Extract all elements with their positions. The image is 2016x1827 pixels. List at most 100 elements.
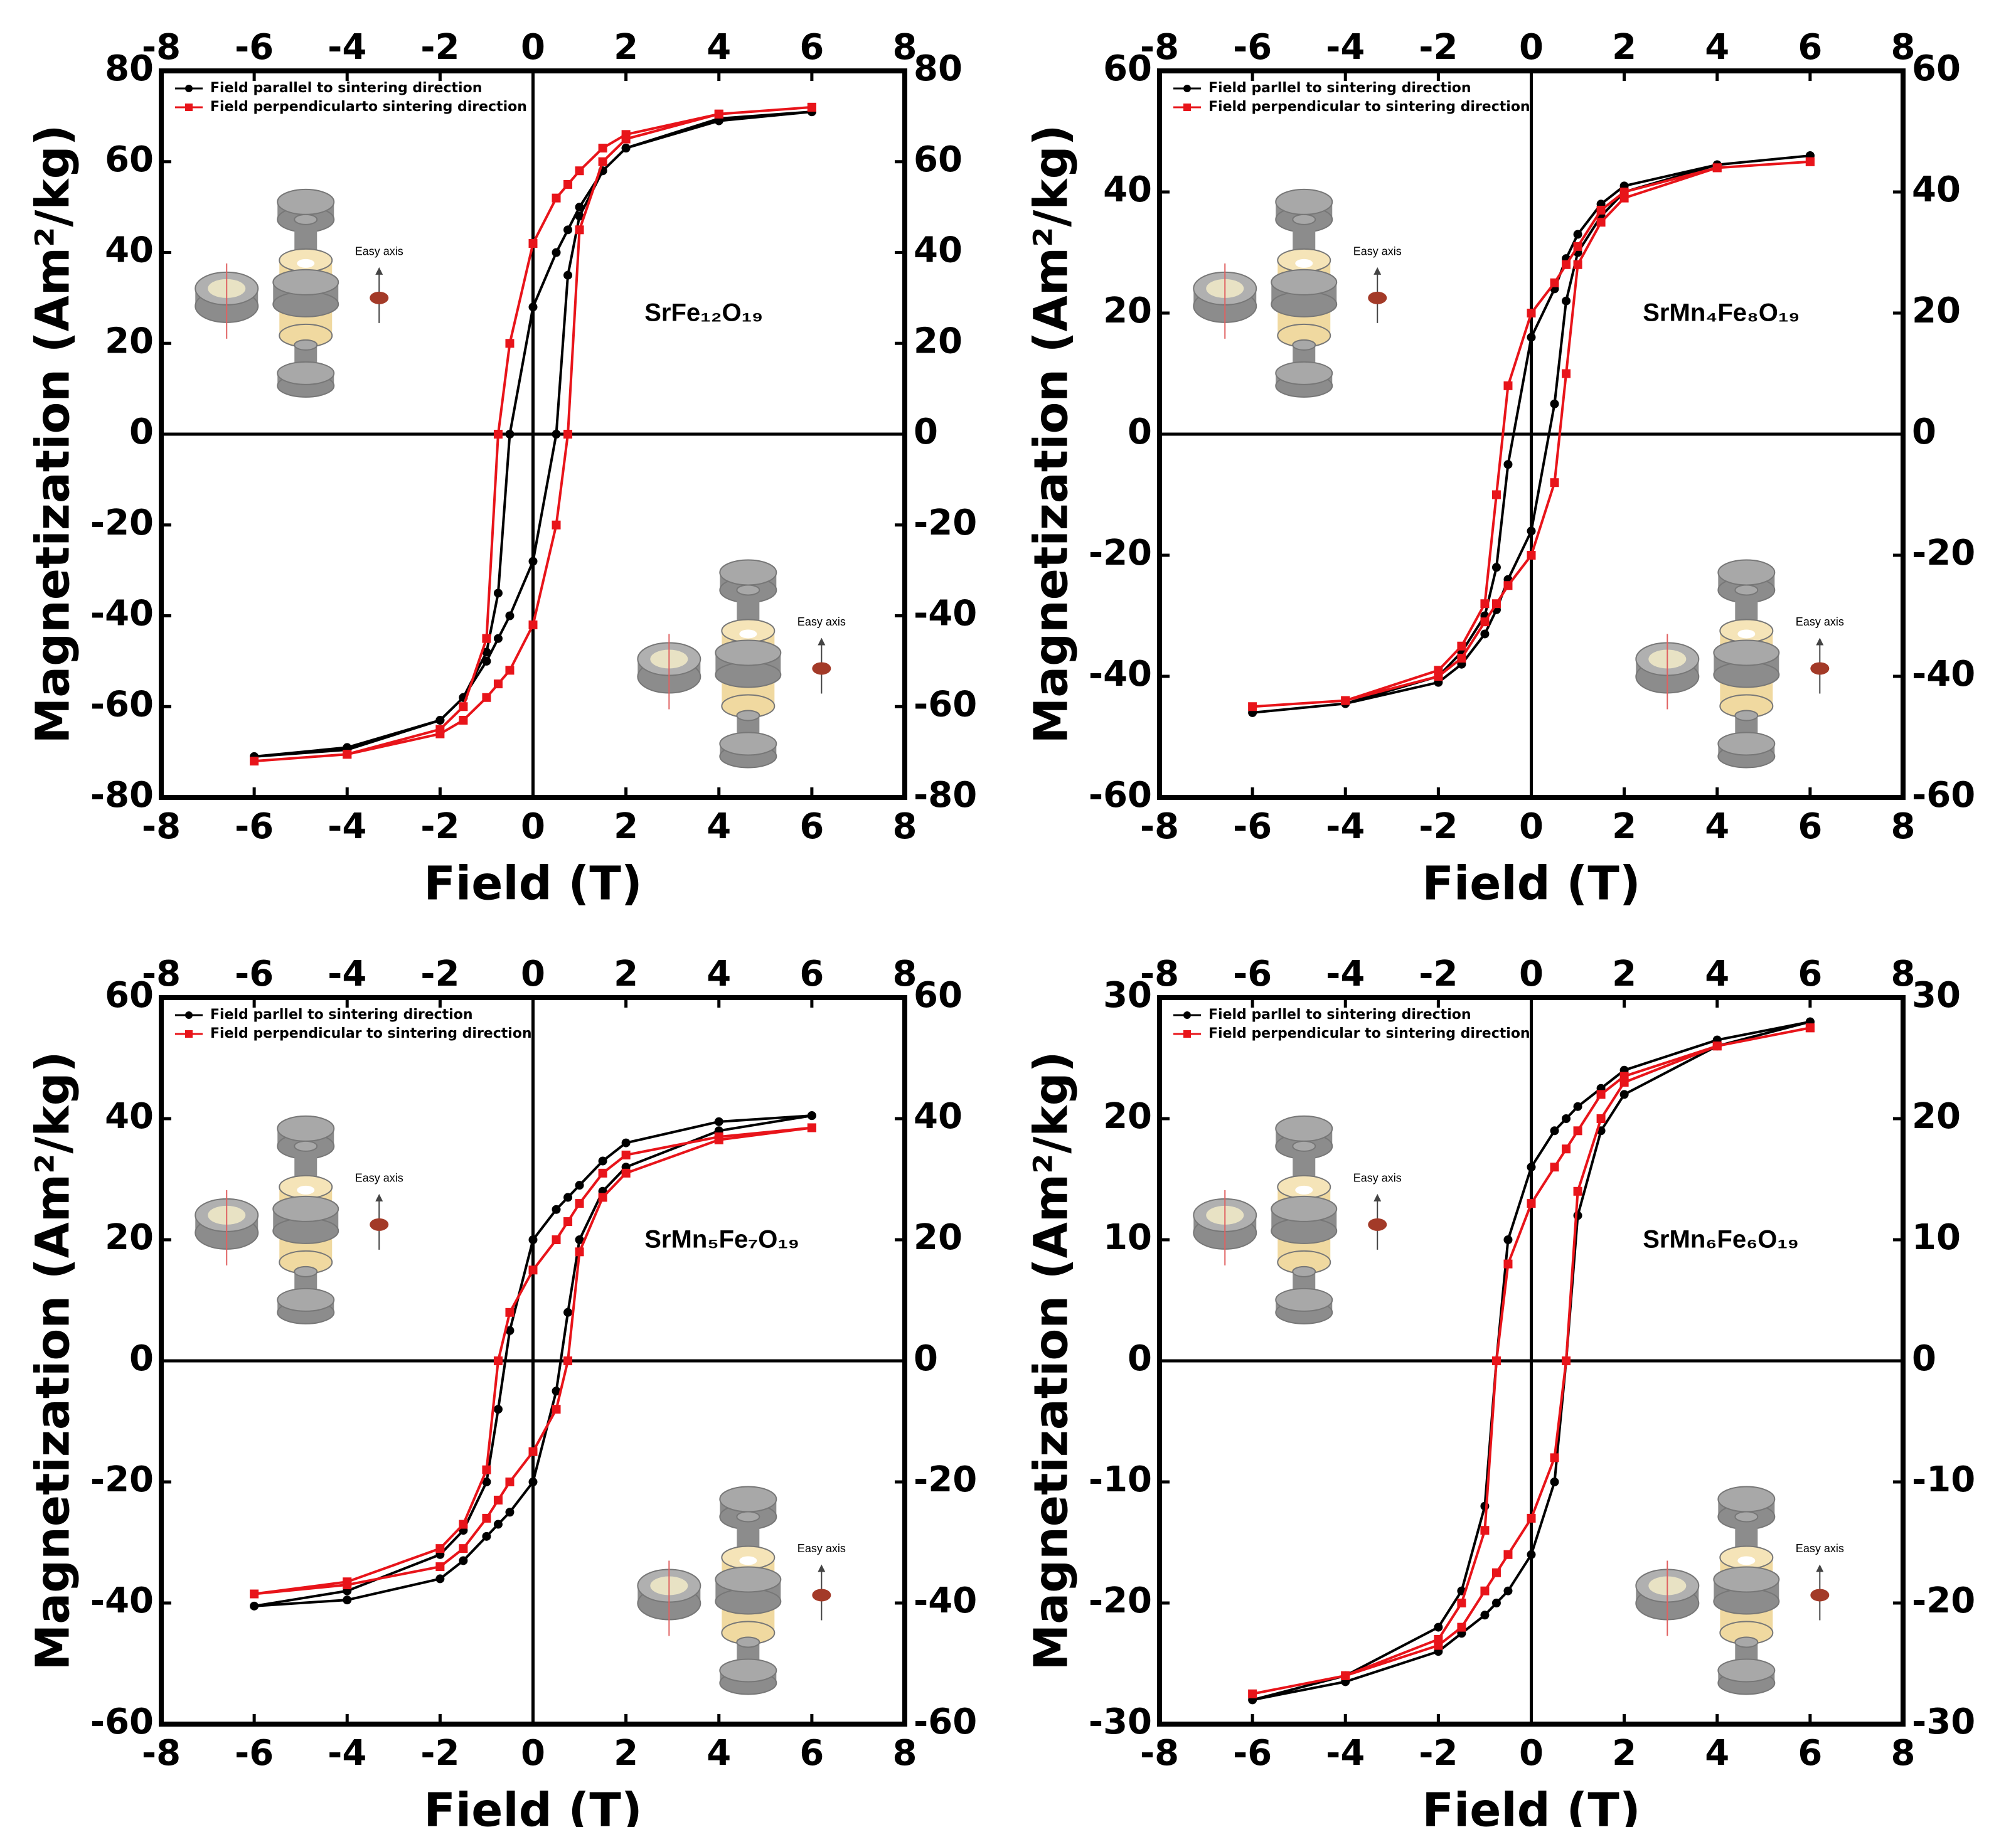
marker bbox=[459, 1556, 468, 1565]
y-tick-label: 10 bbox=[1103, 1217, 1152, 1258]
y-tick-label: 0 bbox=[1128, 412, 1152, 452]
marker bbox=[552, 430, 561, 439]
marker bbox=[575, 203, 584, 212]
x-tick-label-top: 8 bbox=[1891, 27, 1916, 68]
y-tick-label-right: -20 bbox=[1912, 1580, 1975, 1621]
marker bbox=[563, 430, 573, 439]
x-tick-label: -4 bbox=[1326, 1733, 1365, 1774]
y-tick-label-right: -60 bbox=[914, 684, 977, 725]
y-tick-label: -40 bbox=[1089, 654, 1152, 695]
x-tick-label: -6 bbox=[1233, 806, 1272, 847]
inset-shape bbox=[1271, 269, 1338, 296]
x-tick-label-top: 0 bbox=[1519, 954, 1544, 994]
inset-arrow bbox=[818, 1564, 826, 1572]
inset-shape bbox=[1810, 1589, 1830, 1602]
marker bbox=[1573, 260, 1582, 269]
x-tick-label-top: 0 bbox=[521, 954, 545, 994]
y-tick-label-right: 80 bbox=[914, 48, 963, 89]
marker bbox=[714, 1135, 723, 1144]
y-tick-label: -10 bbox=[1089, 1459, 1152, 1500]
marker bbox=[493, 634, 503, 643]
x-tick-label: -4 bbox=[328, 806, 366, 847]
x-tick-label: -2 bbox=[420, 806, 459, 847]
marker bbox=[1573, 1186, 1582, 1196]
marker bbox=[575, 1181, 584, 1190]
inset-arrow bbox=[375, 1193, 383, 1201]
x-tick-label-top: -6 bbox=[1233, 27, 1272, 68]
marker bbox=[482, 1531, 491, 1541]
x-tick-label: -8 bbox=[1140, 806, 1179, 847]
x-tick-label: -6 bbox=[1233, 1733, 1272, 1774]
marker bbox=[575, 166, 584, 176]
marker bbox=[1712, 163, 1722, 173]
inset-shape bbox=[277, 361, 335, 385]
y-tick-label: -20 bbox=[90, 503, 154, 543]
x-tick-label: 4 bbox=[1705, 806, 1729, 847]
marker bbox=[552, 193, 561, 203]
x-tick-label: 8 bbox=[893, 806, 917, 847]
x-tick-label: 0 bbox=[521, 806, 545, 847]
y-tick-label-right: 30 bbox=[1912, 975, 1961, 1016]
inset-shape bbox=[739, 1556, 757, 1565]
marker bbox=[482, 647, 491, 657]
marker bbox=[1550, 399, 1559, 408]
marker bbox=[1341, 1671, 1350, 1680]
inset-label: Easy axis bbox=[1796, 1542, 1844, 1555]
marker bbox=[1550, 1163, 1559, 1172]
y-tick-label-right: 0 bbox=[1912, 1338, 1936, 1379]
marker bbox=[598, 157, 607, 166]
marker bbox=[1596, 205, 1606, 215]
marker bbox=[563, 1356, 573, 1365]
marker bbox=[1491, 1599, 1501, 1607]
marker bbox=[807, 1111, 816, 1121]
y-tick-label: 60 bbox=[1103, 48, 1152, 89]
inset-shape bbox=[1717, 732, 1776, 756]
marker bbox=[1527, 1199, 1536, 1208]
marker bbox=[459, 1520, 468, 1529]
inset-label: Easy axis bbox=[1353, 1172, 1402, 1185]
marker bbox=[1480, 1526, 1490, 1535]
marker bbox=[1491, 1568, 1501, 1577]
x-tick-label-top: 6 bbox=[799, 954, 824, 994]
inset-arrow bbox=[1816, 637, 1824, 646]
marker bbox=[563, 1193, 573, 1202]
marker bbox=[1562, 296, 1571, 306]
inset-shape bbox=[370, 291, 389, 304]
marker bbox=[1480, 599, 1490, 609]
marker bbox=[1527, 333, 1536, 342]
y-tick-label: -60 bbox=[90, 684, 154, 725]
marker bbox=[621, 144, 631, 153]
x-tick-label-top: -8 bbox=[142, 27, 181, 68]
marker bbox=[482, 1513, 491, 1523]
x-tick-label: 8 bbox=[1891, 1733, 1916, 1774]
marker bbox=[1491, 1356, 1501, 1365]
x-tick-label-top: 6 bbox=[1798, 27, 1822, 68]
y-tick-label: -60 bbox=[90, 1702, 154, 1742]
marker bbox=[1573, 1102, 1582, 1111]
marker bbox=[1527, 309, 1536, 317]
inset-arrow bbox=[1373, 1193, 1382, 1201]
marker bbox=[714, 1117, 723, 1126]
marker bbox=[598, 1193, 607, 1202]
y-tick-label: -40 bbox=[90, 1580, 154, 1621]
marker bbox=[1562, 1144, 1571, 1154]
x-tick-label: 4 bbox=[1705, 1733, 1729, 1774]
inset-shape bbox=[1737, 1556, 1756, 1565]
marker bbox=[714, 109, 723, 119]
marker bbox=[1527, 1163, 1536, 1172]
y-tick-label: -60 bbox=[1089, 775, 1152, 816]
marker bbox=[505, 1308, 515, 1317]
marker bbox=[598, 1156, 607, 1166]
y-tick-label: 0 bbox=[1128, 1338, 1152, 1379]
marker bbox=[552, 1205, 561, 1214]
x-axis-title: Field (T) bbox=[1422, 1784, 1640, 1827]
marker bbox=[563, 1308, 573, 1317]
marker bbox=[528, 1478, 538, 1486]
y-tick-label: 0 bbox=[129, 412, 154, 452]
marker bbox=[528, 1235, 538, 1244]
x-tick-label: -2 bbox=[420, 1733, 459, 1774]
legend-label: Field perpendicular to sintering directi… bbox=[1208, 99, 1530, 115]
marker bbox=[1596, 218, 1606, 227]
y-tick-label: 30 bbox=[1103, 975, 1152, 1016]
inset: Easy axis bbox=[195, 188, 403, 398]
